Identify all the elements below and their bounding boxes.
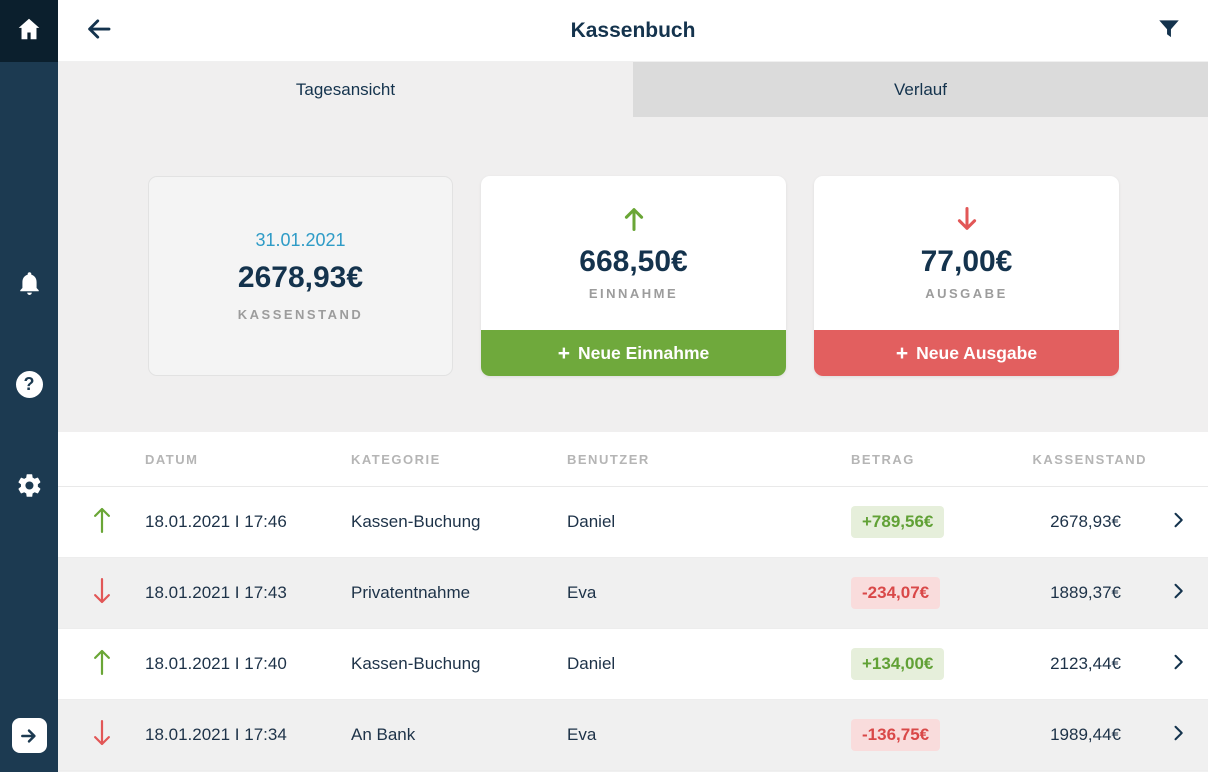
card-kassenstand: 31.01.2021 2678,93€ KASSENSTAND <box>148 176 453 376</box>
new-income-button-label: Neue Einnahme <box>577 342 710 363</box>
table-row[interactable]: 18.01.2021 I 17:46 Kassen-Buchung Daniel… <box>58 487 1208 558</box>
expense-amount: 77,00€ <box>920 245 1013 278</box>
column-header-kategorie: KATEGORIE <box>351 451 441 467</box>
back-button[interactable] <box>80 10 118 51</box>
sidebar-item-home[interactable] <box>0 0 58 62</box>
income-amount: 668,50€ <box>579 245 688 278</box>
sidebar <box>0 0 58 772</box>
amount-badge: +134,00€ <box>851 648 945 680</box>
filter-button[interactable] <box>1152 12 1186 49</box>
row-kategorie: Kassen-Buchung <box>351 654 481 673</box>
row-arrow-down-icon <box>91 576 113 611</box>
tab-verlauf[interactable]: Verlauf <box>633 62 1208 117</box>
new-income-button[interactable]: + Neue Einnahme <box>481 330 786 376</box>
expense-label: AUSGABE <box>925 286 1008 301</box>
amount-badge: +789,56€ <box>851 506 945 538</box>
sidebar-item-notifications[interactable] <box>0 270 58 302</box>
plus-icon: + <box>557 341 570 365</box>
row-kategorie: Kassen-Buchung <box>351 512 481 531</box>
sidebar-item-settings[interactable] <box>0 472 58 504</box>
new-expense-button-label: Neue Ausgabe <box>916 342 1038 363</box>
table-row[interactable]: 18.01.2021 I 17:43 Privatentnahme Eva -2… <box>58 558 1208 629</box>
row-kategorie: Privatentnahme <box>351 583 471 602</box>
chevron-right-icon <box>1168 721 1188 750</box>
chevron-right-icon <box>1168 579 1188 608</box>
balance-label: KASSENSTAND <box>237 307 364 322</box>
card-einnahme: 668,50€ EINNAHME + Neue Einnahme <box>481 176 786 376</box>
balance-date: 31.01.2021 <box>255 230 346 250</box>
new-expense-button[interactable]: + Neue Ausgabe <box>814 330 1119 376</box>
row-arrow-up-icon <box>91 505 113 540</box>
column-header-benutzer: BENUTZER <box>567 451 650 467</box>
income-label: EINNAHME <box>588 286 679 301</box>
app-header: Kassenbuch <box>58 0 1208 62</box>
card-ausgabe: 77,00€ AUSGABE + Neue Ausgabe <box>814 176 1119 376</box>
summary-cards-section: 31.01.2021 2678,93€ KASSENSTAND 668,50€ … <box>58 117 1208 432</box>
row-datum: 18.01.2021 I 17:46 <box>145 512 287 531</box>
row-benutzer: Eva <box>567 583 597 602</box>
logout-arrow-icon <box>11 718 47 753</box>
back-arrow-icon <box>84 14 114 47</box>
row-benutzer: Daniel <box>567 654 616 673</box>
amount-badge: -136,75€ <box>851 719 941 751</box>
table-header-row: DATUM KATEGORIE BENUTZER BETRAG KASSENST… <box>58 432 1208 487</box>
row-benutzer: Eva <box>567 725 597 744</box>
page-title: Kassenbuch <box>570 18 696 42</box>
sidebar-item-help[interactable] <box>0 371 58 398</box>
row-kassenstand: 2678,93€ <box>1050 512 1121 531</box>
tab-bar: Tagesansicht Verlauf <box>58 62 1208 117</box>
row-datum: 18.01.2021 I 17:43 <box>145 583 287 602</box>
bell-icon <box>16 270 43 302</box>
balance-amount: 2678,93€ <box>237 261 364 294</box>
column-header-betrag: BETRAG <box>851 451 915 467</box>
row-datum: 18.01.2021 I 17:34 <box>145 725 287 744</box>
chevron-right-icon <box>1168 650 1188 679</box>
main-area: Kassenbuch Tagesansicht Verlauf 31.01.20… <box>58 0 1208 772</box>
table-row[interactable]: 18.01.2021 I 17:34 An Bank Eva -136,75€ … <box>58 700 1208 771</box>
row-kassenstand: 1989,44€ <box>1050 725 1121 744</box>
column-header-datum: DATUM <box>145 451 199 467</box>
sidebar-item-logout[interactable] <box>0 718 58 753</box>
table-row[interactable]: 18.01.2021 I 17:40 Kassen-Buchung Daniel… <box>58 629 1208 700</box>
row-arrow-down-icon <box>91 718 113 753</box>
arrow-down-icon <box>953 205 981 238</box>
gear-icon <box>16 472 43 504</box>
row-datum: 18.01.2021 I 17:40 <box>145 654 287 673</box>
filter-funnel-icon <box>1156 16 1182 45</box>
transactions-table: DATUM KATEGORIE BENUTZER BETRAG KASSENST… <box>58 432 1208 772</box>
tab-tagesansicht[interactable]: Tagesansicht <box>58 62 633 117</box>
row-kassenstand: 2123,44€ <box>1050 654 1121 673</box>
row-kassenstand: 1889,37€ <box>1050 583 1121 602</box>
row-benutzer: Daniel <box>567 512 616 531</box>
chevron-right-icon <box>1168 508 1188 537</box>
row-kategorie: An Bank <box>351 725 416 744</box>
question-icon <box>15 371 43 398</box>
arrow-up-icon <box>620 205 648 238</box>
home-icon <box>16 16 42 47</box>
table-body: 18.01.2021 I 17:46 Kassen-Buchung Daniel… <box>58 487 1208 771</box>
plus-icon: + <box>895 341 909 365</box>
amount-badge: -234,07€ <box>851 577 941 609</box>
row-arrow-up-icon <box>91 647 113 682</box>
column-header-kassenstand: KASSENSTAND <box>1032 451 1147 467</box>
